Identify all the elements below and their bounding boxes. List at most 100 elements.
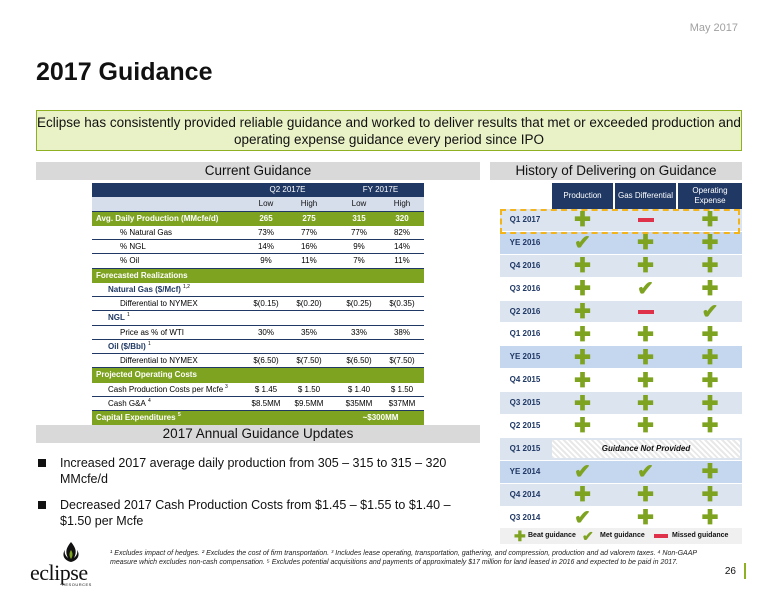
history-cell: ✚ (678, 255, 742, 278)
plus-icon: ✚ (701, 209, 719, 232)
check-icon: ✔ (574, 461, 591, 484)
guidance-value: 9% (260, 256, 272, 266)
history-cell: ✚ (552, 484, 613, 507)
history-cell (615, 301, 676, 324)
guidance-group-header: Q2 2017E FY 2017E (92, 183, 424, 198)
history-cell: ✚ (615, 507, 676, 530)
plus-icon: ✚ (637, 369, 654, 392)
history-cell: ✚ (552, 301, 613, 324)
guidance-row-label: Cash Production Costs per Mcfe (108, 384, 224, 394)
check-icon: ✔ (701, 301, 719, 323)
guidance-value: 35% (300, 327, 317, 337)
guidance-row: Differential to NYMEX $(0.15) $(0.20) $(0.2… (92, 297, 424, 312)
history-cell: ✚ (678, 507, 742, 530)
history-period: Q3 2014 (509, 512, 541, 522)
guidance-row-label: % NGL (120, 242, 146, 251)
guidance-row-label: NGL (108, 313, 125, 323)
guidance-row: NGL 1 (92, 311, 424, 326)
guidance-value: $ 1.50 (297, 384, 321, 394)
slide-title: 2017 Guidance (36, 58, 213, 86)
history-cell: ✚ (552, 346, 613, 369)
plus-icon: ✚ (637, 323, 654, 346)
history-row: YE 2015 ✚ ✚ ✚ (500, 346, 742, 370)
history-cell: ✔ (678, 301, 742, 324)
plus-icon: ✚ (701, 346, 719, 369)
history-row: Q4 2014 ✚ ✚ ✚ (500, 483, 742, 507)
plus-icon: ✚ (574, 255, 591, 278)
guidance-value: 16% (300, 242, 317, 251)
history-cell: ✚ (615, 392, 676, 415)
check-icon: ✔ (574, 232, 591, 255)
plus-icon: ✚ (701, 232, 719, 255)
guidance-row: Differential to NYMEX $(6.50) $(7.50) $(6.5… (92, 354, 424, 369)
slide-date: May 2017 (689, 22, 738, 34)
history-cell: ✚ (678, 323, 742, 346)
guidance-value: $9.5MM (294, 398, 324, 408)
guidance-row: % Natural Gas 73% 77% 77% 82% (92, 226, 424, 240)
history-cell: ✚ (678, 278, 742, 301)
guidance-row: Cash G&A 4 $8.5MM $9.5MM $35MM $37MM (92, 397, 424, 411)
guidance-row-label: Capital Expenditures (96, 413, 176, 422)
guidance-value: 30% (257, 327, 274, 337)
plus-icon: ✚ (637, 392, 654, 415)
plus-icon: ✚ (574, 392, 591, 415)
plus-icon: ✚ (514, 528, 526, 544)
guidance-value: 77% (300, 227, 317, 237)
guidance-row-label: Oil ($/Bbl) (108, 341, 146, 351)
guidance-value: 14% (257, 242, 274, 251)
legend-missed: Missed guidance (672, 532, 729, 539)
guidance-value: $(7.50) (389, 356, 415, 365)
history-period: Q2 2015 (509, 421, 541, 431)
summary-banner: Eclipse has consistently provided reliab… (36, 110, 742, 151)
guidance-value: $(0.35) (389, 299, 415, 308)
guidance-value: $37MM (388, 398, 416, 408)
history-cell: ✔ (552, 507, 613, 530)
history-row: Q3 2015 ✚ ✚ ✚ (500, 392, 742, 416)
history-cell: ✚ (552, 278, 613, 301)
updates-list: Increased 2017 average daily production … (36, 455, 480, 539)
guidance-row-label: % Oil (120, 256, 140, 266)
plus-icon: ✚ (637, 232, 654, 255)
history-cell: ✚ (678, 209, 742, 232)
page-number: 26 (724, 566, 736, 577)
group-q2-2017e: Q2 2017E (269, 185, 306, 194)
footnote-ref: 4 (148, 397, 151, 404)
highlight-box (500, 209, 740, 234)
update-bullet: Increased 2017 average daily production … (36, 455, 480, 487)
plus-icon: ✚ (701, 369, 719, 392)
plus-icon: ✚ (701, 323, 719, 346)
history-cell: ✚ (615, 484, 676, 507)
history-period: YE 2015 (509, 352, 541, 362)
col-production: Production (552, 183, 613, 209)
flame-icon (63, 542, 79, 562)
history-cell: ✔ (615, 278, 676, 301)
guidance-value: $35MM (345, 398, 373, 408)
guidance-value: 77% (350, 227, 367, 237)
check-icon: ✔ (637, 461, 654, 484)
plus-icon: ✚ (637, 255, 654, 278)
plus-icon: ✚ (701, 415, 719, 438)
guidance-value: 9% (353, 242, 365, 251)
plus-icon: ✚ (574, 484, 591, 507)
history-period: Q3 2015 (509, 398, 541, 408)
history-cell: ✚ (615, 323, 676, 346)
guidance-row: Capital Expenditures 5 ~$300MM (92, 411, 424, 426)
col-high: High (393, 199, 411, 209)
guidance-value: $ 1.50 (390, 384, 414, 394)
history-period: Q4 2016 (509, 260, 541, 270)
history-header-blank (500, 183, 550, 209)
history-cell: ✔ (615, 461, 676, 484)
guidance-value: $ 1.45 (254, 384, 278, 394)
history-cell: ✔ (552, 232, 613, 255)
check-icon: ✔ (574, 507, 591, 530)
history-row: Q2 2016 ✚ ✔ (500, 300, 742, 324)
guidance-row: Price as % of WTI 30% 35% 33% 38% (92, 326, 424, 340)
guidance-value: 320 (395, 213, 409, 223)
plus-icon: ✚ (574, 209, 591, 232)
history-row: YE 2014 ✔ ✔ ✚ (500, 460, 742, 484)
logo-wordmark: eclipse (30, 560, 88, 585)
guidance-value: 11% (394, 256, 410, 266)
history-period: Q1 2015 (509, 443, 541, 453)
history-period: Q1 2016 (509, 329, 541, 339)
guidance-value: 38% (393, 327, 410, 337)
